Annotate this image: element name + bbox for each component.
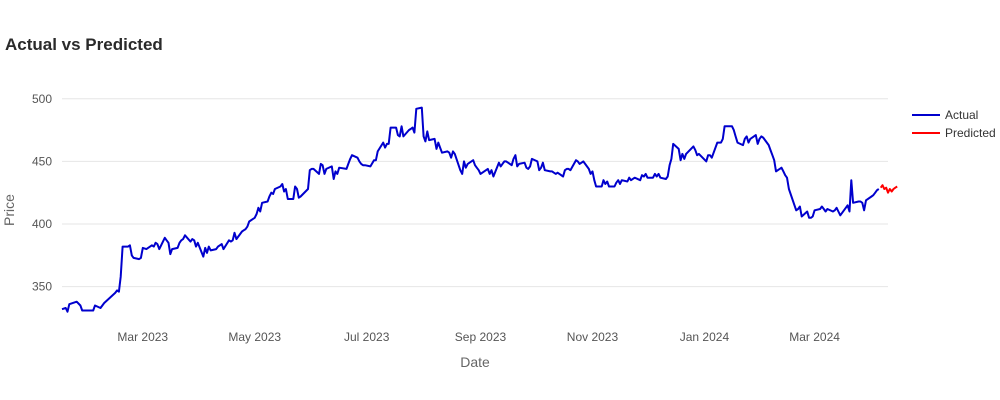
legend[interactable]: Actual Predicted xyxy=(912,108,996,140)
y-tick-label: 400 xyxy=(32,217,52,231)
x-tick-label: May 2023 xyxy=(228,330,281,344)
x-tick-label: Nov 2023 xyxy=(567,330,619,344)
x-tick-label: Mar 2024 xyxy=(789,330,840,344)
series-line-predicted xyxy=(879,184,898,194)
x-tick-label: Sep 2023 xyxy=(455,330,507,344)
x-axis-title: Date xyxy=(460,354,490,370)
legend-item-predicted[interactable]: Predicted xyxy=(912,126,996,140)
x-tick-label: Jan 2024 xyxy=(680,330,730,344)
y-tick-label: 450 xyxy=(32,154,52,168)
series-line-actual xyxy=(61,106,880,313)
y-tick-label: 500 xyxy=(32,92,52,106)
x-tick-label: Mar 2023 xyxy=(117,330,168,344)
y-axis-title: Price xyxy=(1,194,17,226)
x-tick-label: Jul 2023 xyxy=(344,330,390,344)
y-tick-label: 350 xyxy=(32,280,52,294)
y-axis-ticks: 350 400 450 500 xyxy=(32,92,52,294)
x-axis-ticks: Mar 2023 May 2023 Jul 2023 Sep 2023 Nov 2023… xyxy=(117,330,840,344)
legend-item-actual[interactable]: Actual xyxy=(912,108,978,122)
legend-label: Predicted xyxy=(945,126,996,140)
gridlines xyxy=(62,98,888,288)
legend-label: Actual xyxy=(945,108,978,122)
chart-title: Actual vs Predicted xyxy=(5,35,163,54)
series-lines xyxy=(61,106,898,313)
